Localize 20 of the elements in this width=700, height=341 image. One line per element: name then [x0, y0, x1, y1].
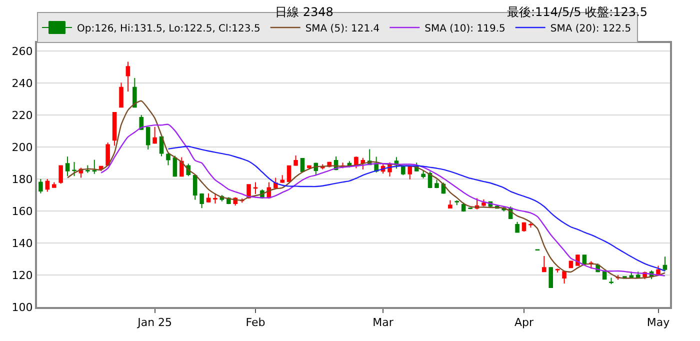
x-tick-label: Mar — [372, 316, 394, 330]
chart-title: 日線 2348 — [275, 5, 334, 19]
y-tick-label: 260 — [12, 44, 33, 58]
y-tick-label: 100 — [12, 300, 33, 314]
x-tick-label: Feb — [246, 316, 266, 330]
legend-label: SMA (5): 121.4 — [305, 23, 380, 34]
y-tick-label: 200 — [12, 140, 33, 154]
legend-label: SMA (10): 119.5 — [424, 23, 506, 34]
y-tick-label: 240 — [12, 76, 33, 90]
y-tick-label: 220 — [12, 108, 33, 122]
x-tick-label: Jan 25 — [136, 316, 172, 330]
y-tick-label: 140 — [12, 236, 33, 250]
legend-label: Op:126, Hi:131.5, Lo:122.5, Cl:123.5 — [77, 23, 260, 34]
y-tick-label: 160 — [12, 204, 33, 218]
x-tick-label: Apr — [514, 316, 534, 330]
x-tick-label: May — [646, 316, 670, 330]
y-tick-label: 120 — [12, 268, 33, 282]
chart-subtitle: 最後:114/5/5 收盤:123.5 — [507, 5, 648, 19]
y-tick-label: 180 — [12, 172, 33, 186]
legend-label: SMA (20): 122.5 — [550, 23, 632, 34]
